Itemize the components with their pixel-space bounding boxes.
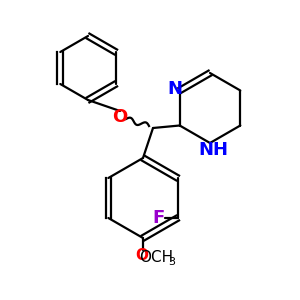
- Text: F: F: [152, 209, 165, 227]
- Text: O: O: [136, 248, 148, 263]
- Text: N: N: [167, 80, 182, 98]
- Text: O: O: [112, 108, 128, 126]
- Text: NH: NH: [198, 141, 228, 159]
- Text: 3: 3: [169, 257, 176, 267]
- Text: OCH: OCH: [139, 250, 173, 266]
